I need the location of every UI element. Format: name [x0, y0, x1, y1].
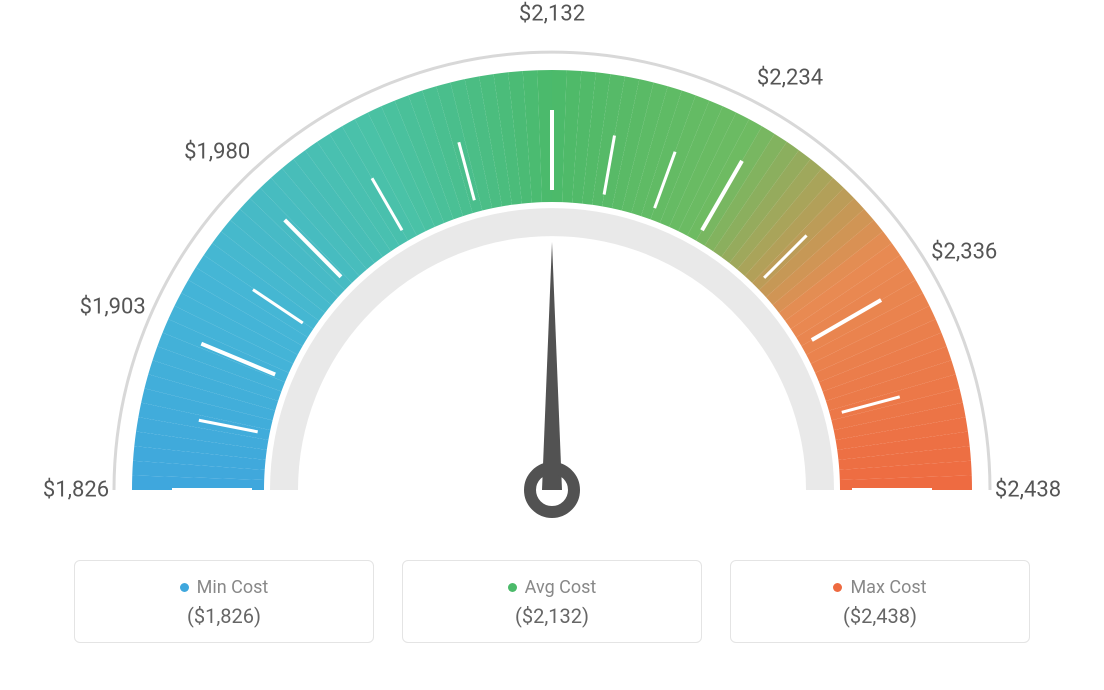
legend-value: ($2,132) — [423, 604, 681, 628]
legend-card-max: Max Cost ($2,438) — [730, 560, 1030, 643]
legend-title-text: Max Cost — [850, 577, 926, 598]
gauge-tick-label: $2,336 — [931, 240, 997, 265]
legend-dot-icon — [833, 583, 842, 592]
legend-dot-icon — [180, 583, 189, 592]
legend-title: Min Cost — [180, 577, 269, 598]
legend-value: ($1,826) — [95, 604, 353, 628]
legend-title: Avg Cost — [508, 577, 597, 598]
legend-value: ($2,438) — [751, 604, 1009, 628]
gauge-tick-label: $2,132 — [519, 2, 585, 27]
legend-title-text: Avg Cost — [525, 577, 597, 598]
legend-card-avg: Avg Cost ($2,132) — [402, 560, 702, 643]
legend-dot-icon — [508, 583, 517, 592]
legend-title-text: Min Cost — [197, 577, 269, 598]
gauge-tick-label: $1,903 — [80, 294, 146, 319]
gauge-tick-label: $2,234 — [757, 65, 823, 90]
legend-card-min: Min Cost ($1,826) — [74, 560, 374, 643]
gauge-svg — [22, 20, 1082, 560]
gauge-chart: $1,826$1,903$1,980$2,132$2,234$2,336$2,4… — [22, 20, 1082, 560]
legend-row: Min Cost ($1,826) Avg Cost ($2,132) Max Cost… — [74, 560, 1030, 643]
gauge-tick-label: $1,826 — [43, 478, 109, 503]
cost-gauge-container: $1,826 $1,903 $1,980 $2,132 $2,234 $2,336 $2,4… — [0, 0, 1104, 690]
legend-title: Max Cost — [833, 577, 926, 598]
gauge-tick-label: $1,980 — [184, 139, 250, 164]
gauge-tick-label: $2,438 — [995, 478, 1061, 503]
